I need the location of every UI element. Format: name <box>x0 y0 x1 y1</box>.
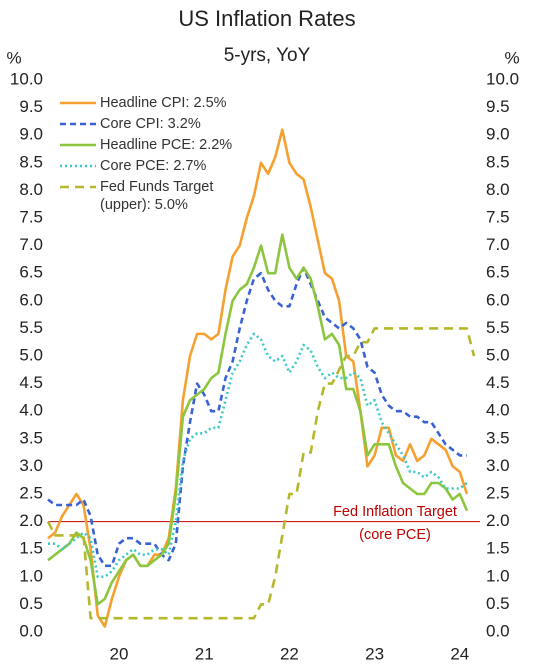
legend-item: Headline CPI: 2.5% <box>58 94 258 112</box>
legend-label: Core PCE: 2.7% <box>100 158 207 174</box>
legend-item: Fed Funds Target (upper): 5.0% <box>58 178 258 214</box>
y2-tick-label: 6.0 <box>486 290 510 309</box>
y-tick-label: 5.5 <box>19 318 43 337</box>
chart-subtitle: 5-yrs, YoY <box>224 45 311 66</box>
y-tick-label: 7.0 <box>19 235 43 254</box>
y2-tick-label: 7.5 <box>486 207 510 226</box>
x-tick-label: 21 <box>195 644 214 663</box>
y2-axis-label: % <box>504 48 519 67</box>
y2-tick-label: 8.0 <box>486 180 510 199</box>
x-tick-label: 20 <box>110 644 129 663</box>
x-tick-label: 22 <box>280 644 299 663</box>
y2-tick-label: 0.5 <box>486 594 510 613</box>
x-tick-label: 24 <box>450 644 469 663</box>
y2-tick-label: 4.0 <box>486 401 510 420</box>
y-tick-label: 9.0 <box>19 125 43 144</box>
series-line <box>47 266 467 568</box>
y-tick-label: 0.0 <box>19 621 43 640</box>
y-tick-label: 4.0 <box>19 401 43 420</box>
reference-label: Fed Inflation Target <box>333 504 457 520</box>
legend: Headline CPI: 2.5% Core CPI: 3.2% Headline… <box>58 94 258 217</box>
x-tick-label: 23 <box>365 644 384 663</box>
y-tick-label: 6.0 <box>19 290 43 309</box>
y-tick-label: 3.5 <box>19 428 43 447</box>
legend-swatch <box>60 122 96 126</box>
legend-swatch <box>60 101 96 105</box>
legend-item: Core PCE: 2.7% <box>58 157 258 175</box>
y-tick-label: 2.0 <box>19 511 43 530</box>
series-line <box>46 327 476 620</box>
y-tick-label: 0.5 <box>19 594 43 613</box>
series-line <box>47 128 469 628</box>
y2-tick-label: 2.0 <box>486 511 510 530</box>
legend-swatch <box>60 143 96 147</box>
y-tick-label: 7.5 <box>19 207 43 226</box>
legend-item: Core CPI: 3.2% <box>58 115 258 133</box>
y-tick-label: 8.5 <box>19 152 43 171</box>
y2-tick-label: 4.5 <box>486 373 510 392</box>
legend-swatch <box>60 164 96 168</box>
y-tick-label: 1.5 <box>19 539 43 558</box>
y-tick-label: 4.5 <box>19 373 43 392</box>
y2-tick-label: 8.5 <box>486 152 510 171</box>
y-tick-label: 9.5 <box>19 97 43 116</box>
y2-tick-label: 2.5 <box>486 483 510 502</box>
series-line <box>47 233 469 606</box>
y-tick-label: 10.0 <box>10 69 43 88</box>
y-tick-label: 8.0 <box>19 180 43 199</box>
y2-tick-label: 3.5 <box>486 428 510 447</box>
y-tick-label: 1.0 <box>19 566 43 585</box>
y2-tick-label: 9.5 <box>486 97 510 116</box>
legend-label: Core CPI: 3.2% <box>100 116 201 132</box>
reference-label: (core PCE) <box>359 527 431 543</box>
y-tick-label: 5.0 <box>19 345 43 364</box>
series-line <box>48 332 468 579</box>
y-tick-label: 6.5 <box>19 263 43 282</box>
legend-item: Headline PCE: 2.2% <box>58 136 258 154</box>
chart-title: US Inflation Rates <box>178 6 355 31</box>
y2-tick-label: 1.5 <box>486 539 510 558</box>
legend-label: Headline CPI: 2.5% <box>100 95 227 111</box>
y2-tick-label: 6.5 <box>486 263 510 282</box>
y2-tick-label: 5.5 <box>486 318 510 337</box>
y-tick-label: 2.5 <box>19 483 43 502</box>
y2-tick-label: 3.0 <box>486 456 510 475</box>
legend-swatch <box>60 185 96 189</box>
y-tick-label: 3.0 <box>19 456 43 475</box>
y2-tick-label: 10.0 <box>486 69 519 88</box>
legend-label: Fed Funds Target (upper): 5.0% <box>100 179 214 213</box>
y2-tick-label: 1.0 <box>486 566 510 585</box>
y-axis-label: % <box>6 48 21 67</box>
legend-label: Headline PCE: 2.2% <box>100 137 233 153</box>
y2-tick-label: 9.0 <box>486 125 510 144</box>
y2-tick-label: 5.0 <box>486 345 510 364</box>
y2-tick-label: 7.0 <box>486 235 510 254</box>
y2-tick-label: 0.0 <box>486 621 510 640</box>
